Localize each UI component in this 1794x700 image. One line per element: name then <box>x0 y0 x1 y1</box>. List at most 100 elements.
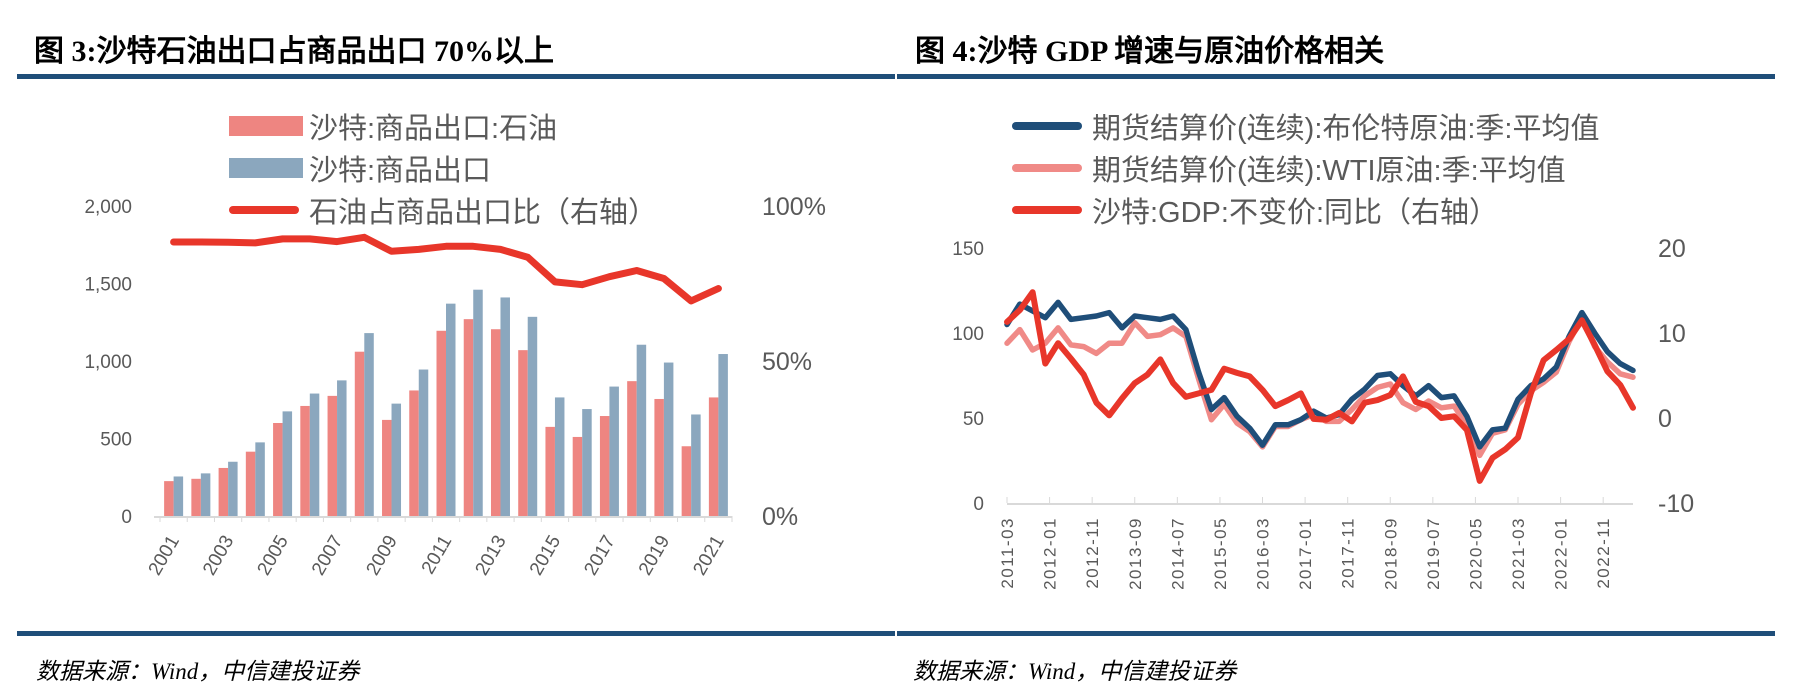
bar-oil-exports <box>245 451 256 516</box>
left-axis-tick-label: 100 <box>952 324 984 345</box>
x-axis-tick-label: 2021-03 <box>1509 517 1528 590</box>
line-wti-price <box>1004 314 1636 459</box>
right-axis-tick-label: -10 <box>1658 490 1694 518</box>
bar-total-exports <box>337 380 347 516</box>
right-source-note: 数据来源：Wind，中信建投证券 <box>913 659 1237 684</box>
right-axis-tick-label: 10 <box>1658 320 1686 348</box>
legend-swatch <box>1012 122 1082 130</box>
bar-total-exports <box>527 316 538 516</box>
x-axis-tick-label: 2011-03 <box>998 517 1017 589</box>
x-axis-tick-label: 2012-01 <box>1041 517 1060 590</box>
bar-total-exports <box>636 344 647 516</box>
right-chart-title: 图 4:沙特 GDP 增速与原油价格相关 <box>915 35 1385 68</box>
bar-total-exports <box>446 303 456 516</box>
legend-label: 期货结算价(连续):布伦特原油:季:平均值 <box>1092 113 1600 145</box>
legend-swatch <box>1012 164 1082 172</box>
legend-swatch <box>229 158 303 178</box>
x-axis-tick-label: 2019-07 <box>1424 517 1443 590</box>
bar-oil-exports <box>627 381 637 516</box>
line-oil-share <box>170 233 722 305</box>
line-brent-price <box>1004 299 1636 450</box>
bar-oil-exports <box>490 329 501 516</box>
bar-oil-exports <box>463 319 474 516</box>
bar-oil-exports <box>599 416 610 516</box>
left-axis-tick-label: 1,000 <box>84 352 132 373</box>
x-axis-tick-label: 2011 <box>418 532 457 578</box>
right-axis-tick-label: 100% <box>762 193 826 221</box>
bar-total-exports <box>228 461 238 516</box>
bar-oil-exports <box>708 397 719 516</box>
left-source-note: 数据来源：Wind，中信建投证券 <box>36 659 360 684</box>
bar-oil-exports <box>273 423 283 516</box>
bar-total-exports <box>609 386 619 516</box>
legend-label: 沙特:GDP:不变价:同比（右轴） <box>1092 197 1499 229</box>
bar-oil-exports <box>327 395 338 516</box>
bar-oil-exports <box>518 350 528 516</box>
x-axis-tick-label: 2017-11 <box>1339 517 1358 589</box>
legend-label: 沙特:商品出口:石油 <box>309 113 558 145</box>
x-axis-tick-label: 2017 <box>580 532 619 579</box>
bar-total-exports <box>473 289 483 516</box>
bar-oil-exports <box>545 426 555 516</box>
bar-total-exports <box>255 442 265 516</box>
left-axis-tick-label: 150 <box>952 239 984 260</box>
bar-oil-exports <box>654 398 664 516</box>
legend-label: 期货结算价(连续):WTI原油:季:平均值 <box>1092 155 1566 187</box>
x-axis-tick-label: 2014-07 <box>1168 517 1187 590</box>
x-axis-tick-label: 2015-05 <box>1211 517 1230 590</box>
x-axis-tick-label: 2015 <box>526 532 565 579</box>
bar-oil-exports <box>436 330 446 516</box>
left-legend: 沙特:商品出口:石油 沙特:商品出口 石油占商品出口比（右轴） <box>229 105 657 231</box>
x-axis-tick-label: 2020-05 <box>1466 517 1485 590</box>
legend-swatch <box>1012 206 1082 214</box>
bar-oil-exports <box>354 351 365 516</box>
bar-oil-exports <box>218 467 229 516</box>
legend-item-oil-share: 石油占商品出口比（右轴） <box>229 189 657 231</box>
bar-total-exports <box>282 411 293 516</box>
bar-total-exports <box>554 397 565 516</box>
x-axis-tick-label: 2022-11 <box>1594 517 1613 589</box>
bar-oil-exports <box>164 481 174 516</box>
bar-total-exports <box>391 403 402 516</box>
right-legend: 期货结算价(连续):布伦特原油:季:平均值 期货结算价(连续):WTI原油:季:… <box>1012 105 1600 231</box>
left-axis-tick-label: 1,500 <box>84 275 132 296</box>
right-axis-tick-label: 50% <box>762 348 812 376</box>
x-axis-tick-label: 2003 <box>199 532 238 579</box>
legend-label: 沙特:商品出口 <box>309 155 492 187</box>
x-axis-tick-label: 2009 <box>363 532 402 579</box>
bar-total-exports <box>718 354 728 516</box>
bar-oil-exports <box>681 446 692 516</box>
left-title-rule <box>17 74 895 79</box>
legend-swatch <box>229 206 299 214</box>
x-axis-tick-label: 2005 <box>254 532 293 579</box>
right-bottom-rule <box>897 631 1775 636</box>
bar-total-exports <box>663 362 674 516</box>
bar-total-exports <box>200 473 211 516</box>
legend-item-oil-exports: 沙特:商品出口:石油 <box>229 105 657 147</box>
x-axis-tick-label: 2013 <box>471 532 510 579</box>
line-saudi-gdp-yoy <box>1004 289 1636 484</box>
x-axis-tick-label: 2018-09 <box>1381 517 1400 590</box>
x-axis-tick-label: 2022-01 <box>1552 517 1571 590</box>
left-bottom-rule <box>17 631 895 636</box>
bar-oil-exports <box>300 405 310 516</box>
x-axis-tick-label: 2007 <box>308 532 347 579</box>
bar-total-exports <box>582 409 592 516</box>
bar-total-exports <box>418 369 429 516</box>
x-axis-tick-label: 2013-09 <box>1126 517 1145 590</box>
left-axis-tick-label: 0 <box>121 507 132 528</box>
x-axis-tick-label: 2012-11 <box>1083 517 1102 589</box>
legend-item-wti: 期货结算价(连续):WTI原油:季:平均值 <box>1012 147 1600 189</box>
legend-label: 石油占商品出口比（右轴） <box>309 197 658 229</box>
bar-total-exports <box>364 333 374 516</box>
left-axis-tick-label: 2,000 <box>84 197 132 218</box>
bar-oil-exports <box>572 436 583 516</box>
right-axis-tick-label: 20 <box>1658 235 1686 263</box>
bar-total-exports <box>500 297 510 516</box>
left-axis-tick-label: 0 <box>973 494 984 515</box>
bar-total-exports <box>173 476 184 516</box>
bar-total-exports <box>691 414 701 516</box>
legend-item-brent: 期货结算价(连续):布伦特原油:季:平均值 <box>1012 105 1600 147</box>
right-axis-tick-label: 0% <box>762 503 798 531</box>
